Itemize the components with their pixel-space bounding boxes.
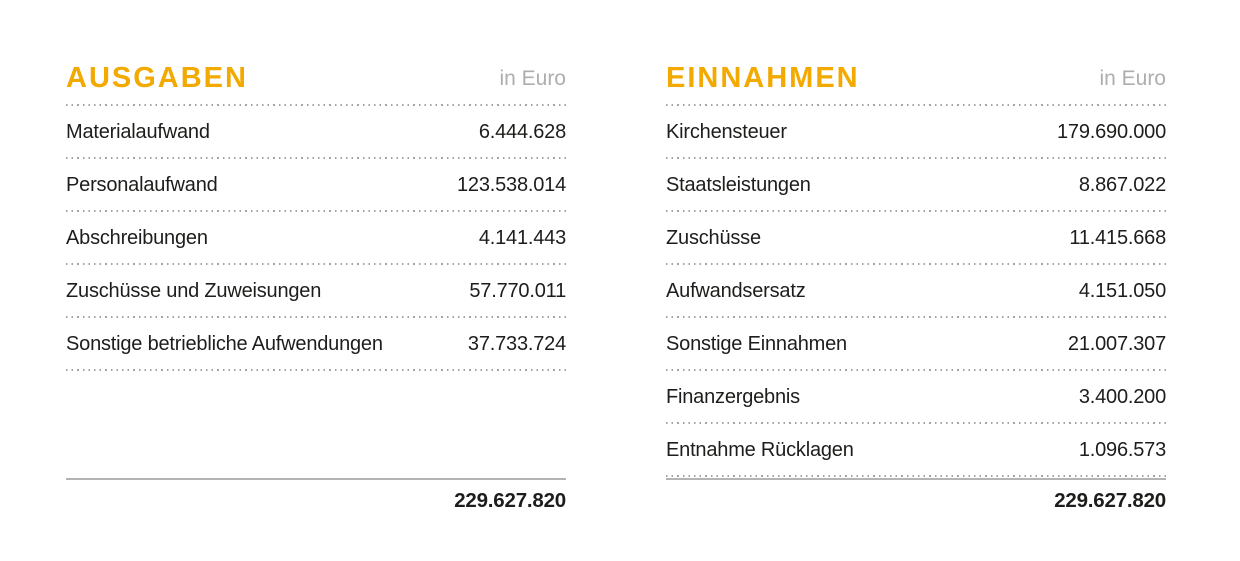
spacer [66,371,566,478]
row-value: 123.538.014 [456,174,566,196]
row-label: Personalaufwand [66,174,218,196]
row-value: 8.867.022 [1078,174,1166,196]
row-label: Finanzergebnis [666,386,800,408]
row-label: Sonstige betriebliche Aufwendungen [66,333,383,355]
row-value: 4.141.443 [478,227,566,249]
ausgaben-total-row: 229.627.820 [66,480,566,522]
table-row: Staatsleistungen 8.867.022 [666,159,1166,212]
einnahmen-table: EINNAHMEN in Euro Kirchensteuer 179.690.… [666,56,1166,522]
table-row: Personalaufwand 123.538.014 [66,159,566,212]
row-label: Materialaufwand [66,121,210,143]
row-label: Zuschüsse [666,227,761,249]
row-value: 21.007.307 [1067,333,1166,355]
ausgaben-table: AUSGABEN in Euro Materialaufwand 6.444.6… [66,56,566,522]
ausgaben-total-value: 229.627.820 [454,489,566,512]
einnahmen-table-header: EINNAHMEN in Euro [666,56,1166,106]
table-row: Finanzergebnis 3.400.200 [666,371,1166,424]
row-value: 6.444.628 [478,121,566,143]
row-value: 1.096.573 [1078,439,1166,461]
row-label: Zuschüsse und Zuweisungen [66,280,322,302]
einnahmen-total-value: 229.627.820 [1054,489,1166,512]
table-row: Sonstige Einnahmen 21.007.307 [666,318,1166,371]
row-value: 57.770.011 [469,280,566,302]
row-label: Kirchensteuer [666,121,787,143]
row-value: 4.151.050 [1078,280,1166,302]
table-row: Abschreibungen 4.141.443 [66,212,566,265]
row-value: 37.733.724 [467,333,566,355]
row-value: 179.690.000 [1056,121,1166,143]
table-row: Entnahme Rücklagen 1.096.573 [666,424,1166,477]
ausgaben-title: AUSGABEN [66,61,248,94]
row-label: Staatsleistungen [666,174,811,196]
row-value: 3.400.200 [1078,386,1166,408]
table-row: Zuschüsse und Zuweisungen 57.770.011 [66,265,566,318]
ausgaben-table-header: AUSGABEN in Euro [66,56,566,106]
row-label: Entnahme Rücklagen [666,439,854,461]
einnahmen-total-row: 229.627.820 [666,480,1166,522]
ausgaben-unit-label: in Euro [499,66,566,90]
row-label: Aufwandsersatz [666,280,806,302]
table-row: Sonstige betriebliche Aufwendungen 37.73… [66,318,566,371]
table-row: Aufwandsersatz 4.151.050 [666,265,1166,318]
table-row: Kirchensteuer 179.690.000 [666,106,1166,159]
einnahmen-total-divider [666,477,1166,480]
row-label: Abschreibungen [66,227,208,249]
ausgaben-total-divider [66,477,566,480]
einnahmen-title: EINNAHMEN [666,61,860,94]
table-row: Zuschüsse 11.415.668 [666,212,1166,265]
table-row: Materialaufwand 6.444.628 [66,106,566,159]
row-value: 11.415.668 [1069,227,1166,249]
einnahmen-unit-label: in Euro [1099,66,1166,90]
row-label: Sonstige Einnahmen [666,333,847,355]
